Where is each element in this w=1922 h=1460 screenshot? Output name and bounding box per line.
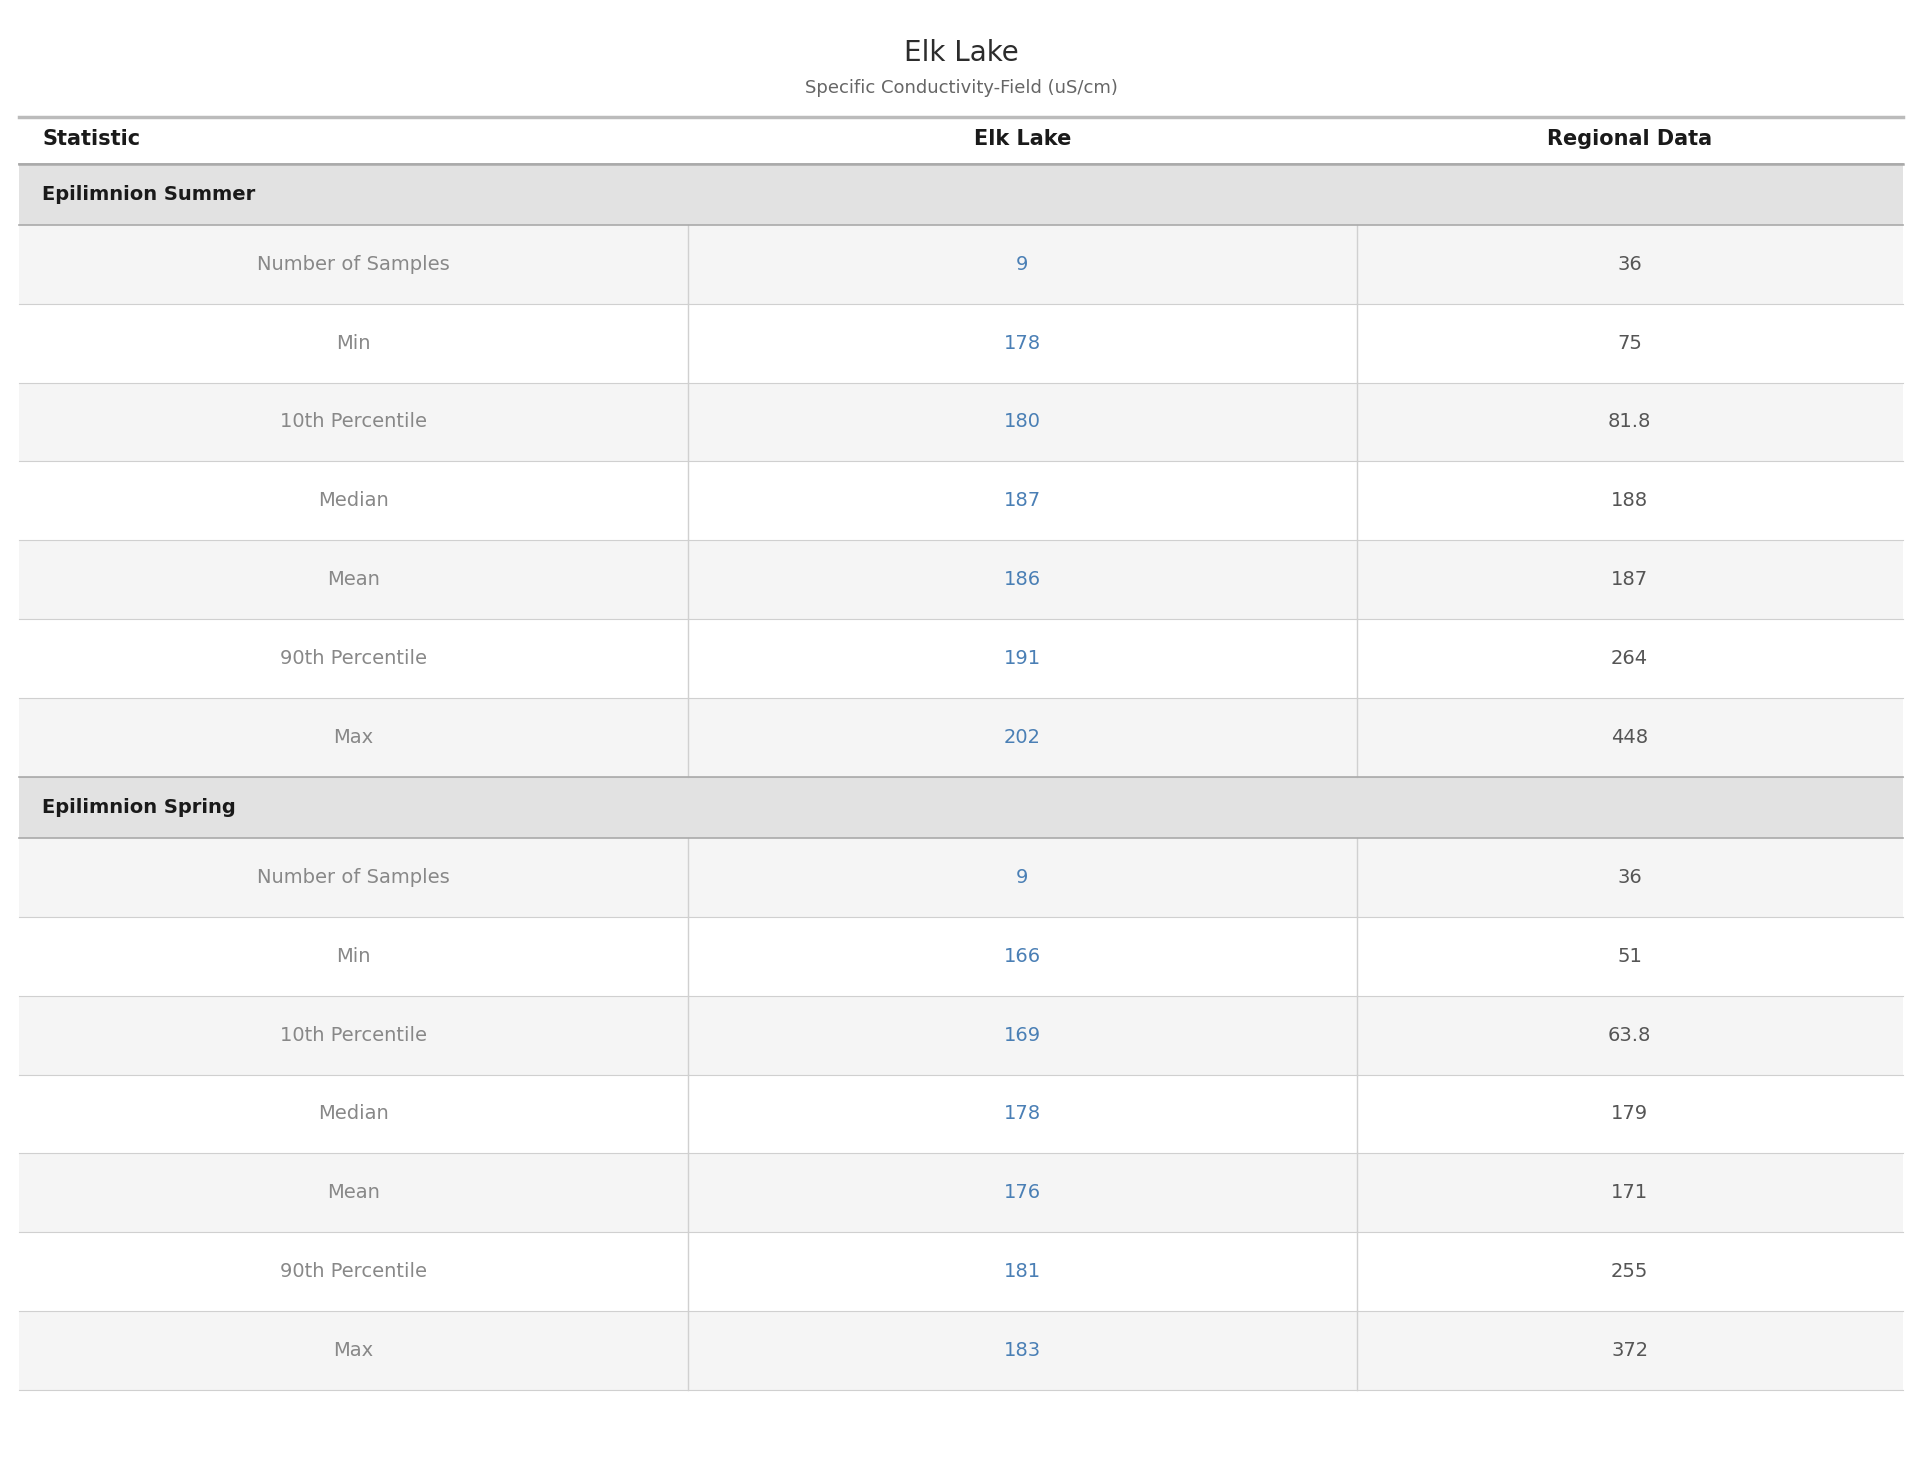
- Text: Max: Max: [334, 727, 373, 748]
- Text: 183: 183: [1003, 1340, 1042, 1361]
- Bar: [19, 698, 1903, 777]
- Text: Epilimnion Spring: Epilimnion Spring: [42, 797, 236, 818]
- Text: 9: 9: [1017, 867, 1028, 888]
- Bar: [19, 383, 1903, 461]
- Text: Min: Min: [336, 333, 371, 353]
- Text: 178: 178: [1003, 1104, 1042, 1124]
- Text: 166: 166: [1003, 946, 1042, 967]
- Bar: [19, 540, 1903, 619]
- Text: 187: 187: [1003, 491, 1042, 511]
- Text: Number of Samples: Number of Samples: [258, 867, 450, 888]
- Text: 169: 169: [1003, 1025, 1042, 1045]
- Bar: [19, 777, 1903, 838]
- Bar: [19, 996, 1903, 1075]
- Bar: [19, 838, 1903, 917]
- Text: 176: 176: [1003, 1183, 1042, 1203]
- Text: Specific Conductivity-Field (uS/cm): Specific Conductivity-Field (uS/cm): [805, 79, 1117, 96]
- Text: Regional Data: Regional Data: [1547, 128, 1713, 149]
- Text: 10th Percentile: 10th Percentile: [281, 412, 427, 432]
- Text: 36: 36: [1616, 867, 1641, 888]
- Text: 171: 171: [1611, 1183, 1649, 1203]
- Bar: [19, 619, 1903, 698]
- Text: 90th Percentile: 90th Percentile: [281, 1261, 427, 1282]
- Bar: [19, 304, 1903, 383]
- Text: Min: Min: [336, 946, 371, 967]
- Text: 180: 180: [1003, 412, 1040, 432]
- Text: 179: 179: [1611, 1104, 1649, 1124]
- Text: 448: 448: [1611, 727, 1649, 748]
- Bar: [19, 1311, 1903, 1390]
- Text: 191: 191: [1003, 648, 1042, 669]
- Text: Elk Lake: Elk Lake: [903, 38, 1019, 67]
- Text: 90th Percentile: 90th Percentile: [281, 648, 427, 669]
- Text: 372: 372: [1611, 1340, 1649, 1361]
- Text: Mean: Mean: [327, 1183, 381, 1203]
- Text: 75: 75: [1616, 333, 1641, 353]
- Text: 10th Percentile: 10th Percentile: [281, 1025, 427, 1045]
- Bar: [19, 1075, 1903, 1153]
- Bar: [19, 225, 1903, 304]
- Bar: [19, 917, 1903, 996]
- Bar: [19, 1232, 1903, 1311]
- Text: 187: 187: [1611, 569, 1649, 590]
- Text: 202: 202: [1003, 727, 1040, 748]
- Text: Median: Median: [319, 491, 388, 511]
- Bar: [19, 164, 1903, 225]
- Text: Number of Samples: Number of Samples: [258, 254, 450, 274]
- Text: Epilimnion Summer: Epilimnion Summer: [42, 184, 256, 204]
- Text: 36: 36: [1616, 254, 1641, 274]
- Text: Elk Lake: Elk Lake: [974, 128, 1071, 149]
- Text: 63.8: 63.8: [1609, 1025, 1651, 1045]
- Text: 178: 178: [1003, 333, 1042, 353]
- Text: 51: 51: [1616, 946, 1641, 967]
- Text: Max: Max: [334, 1340, 373, 1361]
- Text: 188: 188: [1611, 491, 1649, 511]
- Text: 81.8: 81.8: [1609, 412, 1651, 432]
- Bar: [19, 461, 1903, 540]
- Text: 264: 264: [1611, 648, 1649, 669]
- Bar: [19, 1153, 1903, 1232]
- Text: 255: 255: [1611, 1261, 1649, 1282]
- Text: Mean: Mean: [327, 569, 381, 590]
- Text: 186: 186: [1003, 569, 1042, 590]
- Text: 9: 9: [1017, 254, 1028, 274]
- Text: Statistic: Statistic: [42, 128, 140, 149]
- Text: 181: 181: [1003, 1261, 1042, 1282]
- Text: Median: Median: [319, 1104, 388, 1124]
